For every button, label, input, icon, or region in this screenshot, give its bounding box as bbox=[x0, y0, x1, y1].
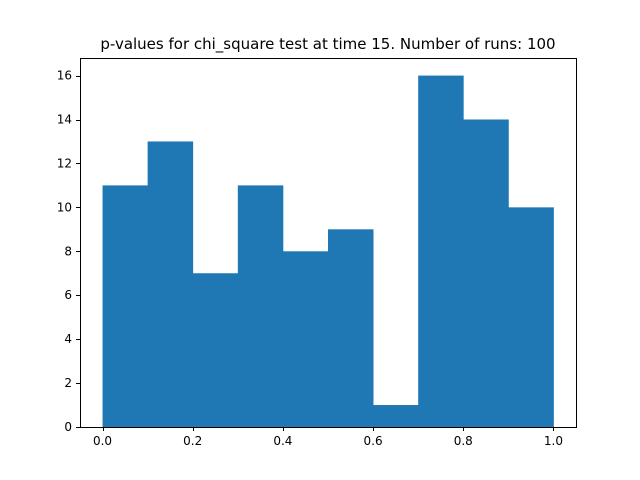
plot-frame bbox=[80, 58, 577, 428]
y-axis: 0 2 4 6 8 10 12 14 16 bbox=[57, 69, 80, 434]
x-tick-label: 0.8 bbox=[454, 434, 473, 448]
y-tick-label: 16 bbox=[57, 69, 72, 83]
histogram-bar-9 bbox=[463, 119, 509, 427]
x-tick-label: 1.0 bbox=[544, 434, 563, 448]
histogram-bar-3 bbox=[192, 273, 239, 427]
histogram-bar-7 bbox=[373, 405, 419, 427]
y-tick-label: 0 bbox=[64, 420, 72, 434]
y-tick-label: 4 bbox=[64, 332, 72, 346]
histogram-bar-1 bbox=[102, 185, 149, 427]
histogram-bar-2 bbox=[147, 141, 194, 427]
histogram-bar-4 bbox=[237, 185, 284, 427]
x-tick-label: 0.0 bbox=[93, 434, 112, 448]
histogram-bar-5 bbox=[282, 251, 329, 427]
chart-title: p-values for chi_square test at time 15.… bbox=[100, 35, 555, 54]
y-tick-label: 10 bbox=[57, 200, 72, 214]
x-tick-label: 0.4 bbox=[273, 434, 292, 448]
x-tick-label: 0.6 bbox=[364, 434, 383, 448]
y-tick-label: 6 bbox=[64, 288, 72, 302]
y-tick-label: 8 bbox=[64, 244, 72, 258]
y-tick-label: 14 bbox=[57, 113, 72, 127]
histogram-bar-10 bbox=[508, 207, 554, 427]
x-tick-label: 0.2 bbox=[183, 434, 202, 448]
histogram-bar-8 bbox=[418, 75, 464, 428]
y-tick-label: 2 bbox=[64, 376, 72, 390]
x-axis: 0.0 0.2 0.4 0.6 0.8 1.0 bbox=[93, 427, 563, 448]
y-tick-label: 12 bbox=[57, 156, 72, 170]
histogram-bar-6 bbox=[328, 229, 374, 427]
histogram-bars bbox=[102, 75, 554, 428]
